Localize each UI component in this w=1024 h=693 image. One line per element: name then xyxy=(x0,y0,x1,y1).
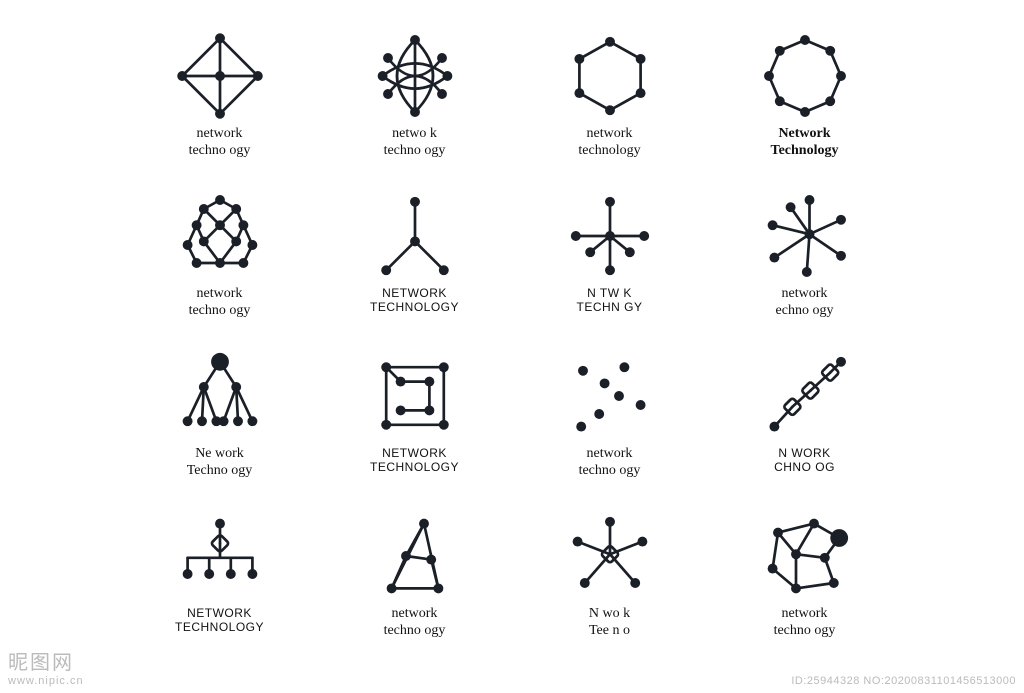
watermark-left: 昵图网 www.nipic.cn xyxy=(8,646,84,687)
icon-cell-mesh: networktechno ogy xyxy=(707,506,902,666)
icon-cell-hexagon: networktechnology xyxy=(512,26,707,186)
icon-cell-star5: N wo kTee n o xyxy=(512,506,707,666)
icon-cell-ynode: NETWORKTECHNOLOGY xyxy=(317,186,512,346)
icon-cell-triangle: networktechno ogy xyxy=(317,506,512,666)
icon-label-diamond: networktechno ogy xyxy=(189,126,251,160)
icon-label-triangle: networktechno ogy xyxy=(384,606,446,640)
icon-cell-chain: N WORK CHNO OG xyxy=(707,346,902,506)
orgchart-icon xyxy=(160,506,280,606)
icon-cell-burst: networkechno ogy xyxy=(707,186,902,346)
icon-cell-orgchart: NETWORKTECHNOLOGY xyxy=(122,506,317,666)
scatter-icon xyxy=(550,346,670,446)
icon-cell-tree: Ne workTechno ogy xyxy=(122,346,317,506)
star5-icon xyxy=(550,506,670,606)
watermark-meta: ID:25944328 NO:20200831101456513000 xyxy=(791,675,1016,687)
icon-label-ynode: NETWORKTECHNOLOGY xyxy=(370,286,459,315)
icon-label-honeycomb: networktechno ogy xyxy=(189,286,251,320)
icon-label-star5: N wo kTee n o xyxy=(589,606,630,640)
icon-label-chain: N WORK CHNO OG xyxy=(774,446,835,475)
spiralsq-icon xyxy=(355,346,475,446)
ynode-icon xyxy=(355,186,475,286)
hexagon-icon xyxy=(550,26,670,126)
burst-icon xyxy=(745,186,865,286)
icon-grid: networktechno ogy netwo ktechno ogy networ… xyxy=(122,26,902,666)
icon-label-cross: N TW KTECHN GY xyxy=(576,286,642,315)
icon-cell-scatter: networktechno ogy xyxy=(512,346,707,506)
tree-icon xyxy=(160,346,280,446)
icon-label-scatter: networktechno ogy xyxy=(579,446,641,480)
icon-label-octagon: NetworkTechnology xyxy=(771,126,839,160)
globe-icon xyxy=(355,26,475,126)
icon-label-globe: netwo ktechno ogy xyxy=(384,126,446,160)
icon-label-mesh: networktechno ogy xyxy=(774,606,836,640)
icon-label-orgchart: NETWORKTECHNOLOGY xyxy=(175,606,264,635)
icon-label-spiralsq: NETWORKTECHNOLOGY xyxy=(370,446,459,475)
icon-cell-diamond: networktechno ogy xyxy=(122,26,317,186)
honeycomb-icon xyxy=(160,186,280,286)
chain-icon xyxy=(745,346,865,446)
icon-cell-cross: N TW KTECHN GY xyxy=(512,186,707,346)
icon-cell-globe: netwo ktechno ogy xyxy=(317,26,512,186)
watermark-brand: 昵图网 xyxy=(8,646,84,675)
watermark-url: www.nipic.cn xyxy=(8,675,84,687)
mesh-icon xyxy=(745,506,865,606)
icon-label-burst: networkechno ogy xyxy=(776,286,834,320)
icon-cell-honeycomb: networktechno ogy xyxy=(122,186,317,346)
octagon-icon xyxy=(745,26,865,126)
icon-cell-octagon: NetworkTechnology xyxy=(707,26,902,186)
triangle-icon xyxy=(355,506,475,606)
diamond-icon xyxy=(160,26,280,126)
icon-cell-spiralsq: NETWORKTECHNOLOGY xyxy=(317,346,512,506)
icon-label-tree: Ne workTechno ogy xyxy=(187,446,253,480)
icon-label-hexagon: networktechnology xyxy=(578,126,640,160)
cross-icon xyxy=(550,186,670,286)
icon-sheet: networktechno ogy netwo ktechno ogy networ… xyxy=(0,0,1024,693)
